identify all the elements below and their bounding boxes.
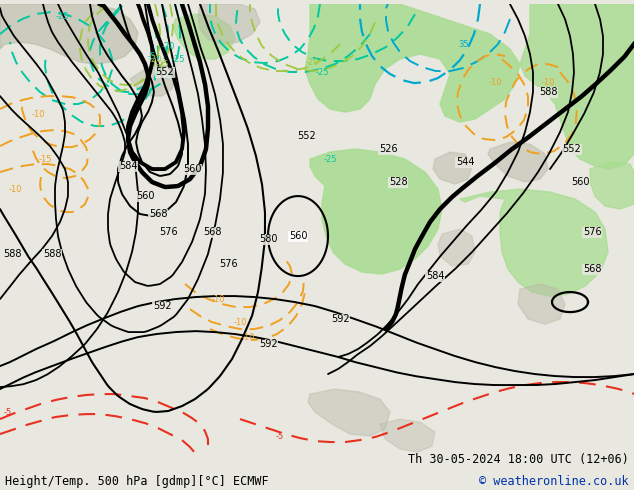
Polygon shape	[174, 14, 235, 59]
Text: 592: 592	[259, 339, 277, 349]
Text: Height/Temp. 500 hPa [gdmp][°C] ECMWF: Height/Temp. 500 hPa [gdmp][°C] ECMWF	[5, 474, 269, 488]
Text: Th 30-05-2024 18:00 UTC (12+06): Th 30-05-2024 18:00 UTC (12+06)	[408, 453, 629, 466]
Text: -10: -10	[211, 294, 224, 304]
Text: 560: 560	[136, 191, 154, 201]
Text: -10: -10	[541, 77, 555, 87]
Text: 560: 560	[288, 231, 307, 241]
Text: -20: -20	[305, 58, 319, 67]
Text: 580: 580	[259, 234, 277, 244]
Text: -20: -20	[161, 42, 175, 50]
Text: -25: -25	[315, 68, 329, 76]
Text: 528: 528	[389, 177, 407, 187]
Polygon shape	[433, 152, 472, 184]
Text: 552: 552	[562, 144, 581, 154]
Text: © weatheronline.co.uk: © weatheronline.co.uk	[479, 474, 629, 488]
Text: 526: 526	[378, 144, 398, 154]
Text: 588: 588	[539, 87, 557, 97]
Text: -25: -25	[323, 154, 337, 164]
Text: -20: -20	[148, 54, 162, 64]
Text: -10: -10	[242, 333, 255, 342]
Polygon shape	[590, 162, 634, 209]
Polygon shape	[308, 389, 390, 436]
Text: -10: -10	[488, 77, 501, 87]
Text: -25: -25	[171, 54, 184, 64]
Text: 592: 592	[331, 314, 349, 324]
Polygon shape	[488, 142, 548, 182]
Text: -10: -10	[31, 110, 45, 119]
Polygon shape	[198, 4, 260, 44]
Text: -5: -5	[276, 432, 284, 441]
Text: 560: 560	[183, 164, 201, 174]
Polygon shape	[520, 4, 634, 169]
Text: -10: -10	[8, 185, 22, 194]
Polygon shape	[130, 64, 175, 96]
Text: 588: 588	[3, 249, 22, 259]
Text: 576: 576	[583, 227, 601, 237]
Text: 560: 560	[571, 177, 589, 187]
Polygon shape	[518, 284, 565, 324]
Text: 568: 568	[203, 227, 221, 237]
Text: 552: 552	[155, 67, 174, 77]
Text: -10: -10	[233, 318, 247, 326]
Text: 584: 584	[426, 271, 444, 281]
Text: -25: -25	[155, 60, 169, 69]
Text: -15: -15	[38, 154, 52, 164]
Text: 576: 576	[219, 259, 237, 269]
Text: 588: 588	[42, 249, 61, 259]
Text: 568: 568	[149, 209, 167, 219]
Text: 544: 544	[456, 157, 474, 167]
Polygon shape	[380, 419, 435, 452]
Text: -5: -5	[148, 51, 156, 61]
Text: -25: -25	[55, 12, 68, 21]
Text: -5: -5	[4, 408, 12, 416]
Polygon shape	[310, 149, 442, 274]
Text: 584: 584	[119, 161, 137, 171]
Polygon shape	[460, 189, 608, 296]
Text: 576: 576	[158, 227, 178, 237]
Polygon shape	[305, 4, 520, 122]
Text: 592: 592	[153, 301, 171, 311]
Text: 35: 35	[458, 40, 469, 49]
Text: 568: 568	[583, 264, 601, 274]
Text: 552: 552	[297, 131, 316, 141]
Polygon shape	[438, 229, 475, 266]
Polygon shape	[0, 4, 138, 64]
